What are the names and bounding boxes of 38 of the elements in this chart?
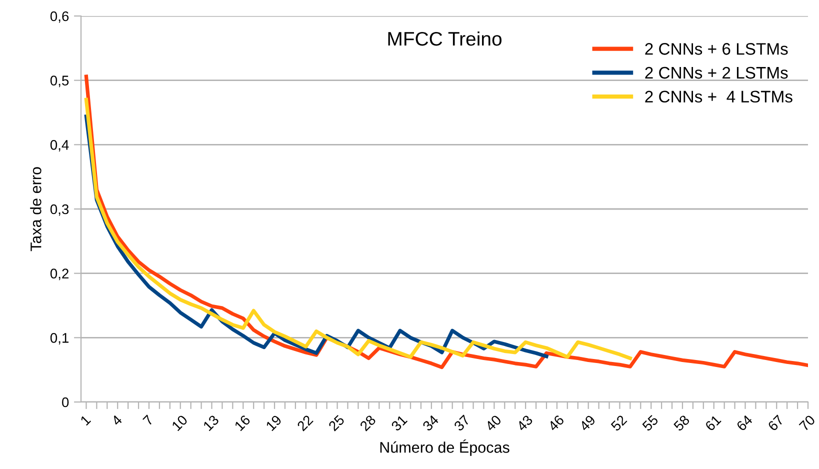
x-tick-label: 49: [578, 414, 596, 432]
x-tick-label: 13: [202, 414, 220, 432]
x-tick-label: 37: [453, 414, 470, 432]
x-tick-label: 52: [610, 414, 628, 432]
legend-label: 2 CNNs + 2 LSTMs: [645, 66, 788, 79]
x-tick-label: 19: [265, 414, 282, 432]
x-tick-label: 43: [516, 414, 534, 432]
legend-label: 2 CNNs + 4 LSTMs: [645, 90, 792, 103]
x-tick-label: 40: [484, 414, 502, 432]
y-tick-label: 0,1: [50, 333, 69, 344]
y-tick-label: 0,5: [50, 76, 69, 88]
x-tick-label: 34: [422, 414, 440, 432]
y-tick-label: 0,2: [50, 268, 68, 280]
x-tick-label: 55: [642, 414, 659, 432]
x-tick-label: 64: [736, 414, 754, 432]
x-tick-label: 16: [234, 414, 251, 432]
line-series: [84, 98, 632, 360]
y-tick-label: 0,3: [50, 204, 69, 216]
y-tick-label: 0,4: [50, 140, 69, 152]
x-tick-label: 61: [704, 414, 722, 432]
x-tick-label: 70: [798, 414, 816, 432]
x-tick-label: 4: [110, 414, 123, 426]
x-tick-label: 28: [359, 414, 376, 432]
x-tick-label: 67: [767, 414, 784, 432]
x-tick-label: 46: [547, 414, 565, 432]
y-axis-title: Taxa de erro: [30, 167, 42, 252]
y-tick-label: 0: [62, 397, 69, 408]
x-tick-label: 7: [142, 414, 154, 426]
x-tick-label: 25: [328, 414, 345, 432]
x-tick-label: 1: [80, 414, 92, 426]
x-tick-label: 10: [171, 414, 188, 432]
text: MFCC Treino: [388, 31, 502, 46]
x-tick-label: 58: [673, 414, 690, 432]
x-tick-label: 22: [296, 414, 314, 432]
x-tick-label: 31: [390, 414, 408, 432]
legend-label: 2 CNNs + 6 LSTMs: [645, 43, 788, 55]
x-axis-title: Número de Épocas: [380, 439, 510, 456]
y-tick-label: 0,6: [50, 11, 69, 23]
